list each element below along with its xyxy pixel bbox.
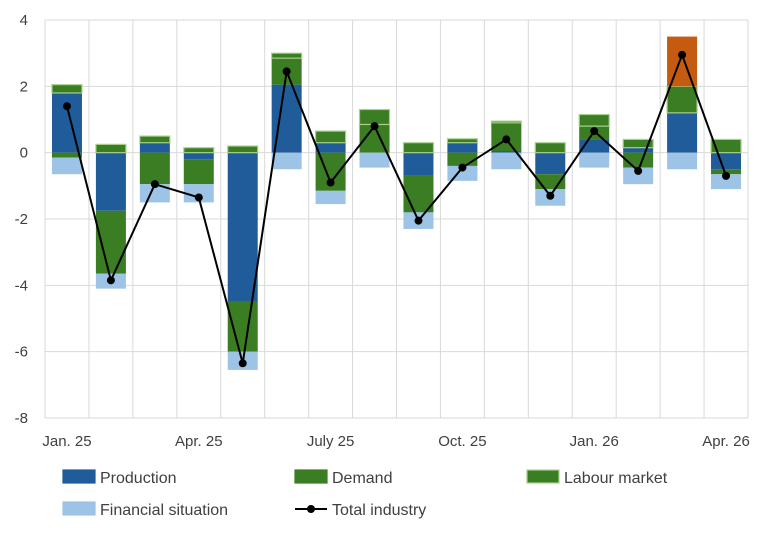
- legend: Production Demand Labour market Financial s…: [62, 469, 668, 519]
- bar-segment: [95, 152, 126, 211]
- total-industry-point: [414, 216, 423, 225]
- bar-segment: [622, 138, 654, 149]
- bar-segment: [139, 152, 170, 185]
- y-tick-label: 2: [20, 78, 28, 95]
- bar-segment: [183, 159, 214, 185]
- x-tick-label: Jan. 26: [570, 433, 619, 450]
- legend-label: Financial situation: [100, 502, 228, 519]
- legend-label: Total industry: [332, 502, 426, 519]
- total-industry-point: [194, 193, 203, 202]
- total-industry-point: [282, 67, 291, 76]
- legend-item: Production: [62, 469, 177, 487]
- bar-segment: [271, 152, 302, 170]
- legend-item: Financial situation: [62, 501, 228, 519]
- bar-segment: [623, 147, 654, 153]
- bar-segment: [51, 157, 82, 175]
- bar-segment: [359, 152, 390, 168]
- legend-item: Labour market: [526, 469, 668, 487]
- legend-swatch: [62, 501, 96, 516]
- total-industry-point: [546, 191, 555, 200]
- bar-segment: [403, 152, 434, 176]
- bar-segment: [578, 113, 610, 127]
- bar-segment: [183, 152, 214, 160]
- bar-segment: [51, 152, 82, 158]
- bar-segment: [139, 184, 170, 203]
- legend-item: Total industry: [295, 502, 426, 519]
- bar-segment: [490, 120, 522, 124]
- bar-segment: [623, 167, 654, 185]
- total-industry-point: [634, 166, 643, 175]
- bar-segment: [139, 135, 171, 144]
- legend-swatch: [526, 469, 560, 484]
- total-industry-point: [150, 180, 159, 189]
- bar-segment: [579, 152, 610, 168]
- total-industry-point: [238, 359, 247, 368]
- x-tick-label: July 25: [307, 433, 355, 450]
- y-tick-label: 0: [20, 145, 28, 162]
- bar-segment: [711, 169, 742, 175]
- bar-segment: [402, 142, 435, 154]
- total-industry-point: [370, 122, 379, 131]
- bar-segment: [710, 138, 742, 154]
- bar-segment: [534, 142, 566, 154]
- x-tick-label: Jan. 25: [42, 433, 91, 450]
- bar-segment: [491, 151, 522, 153]
- legend-label: Labour market: [564, 470, 668, 487]
- bar-segment: [227, 145, 259, 154]
- y-tick-label: -6: [15, 344, 28, 361]
- total-industry-point: [458, 163, 467, 172]
- bar-segment: [95, 143, 127, 154]
- y-tick-label: -8: [15, 410, 28, 427]
- bar-segment: [711, 174, 742, 190]
- bar-segment: [183, 147, 215, 154]
- total-industry-point: [722, 171, 731, 180]
- bar-segment: [667, 112, 698, 153]
- bar-segment: [667, 152, 698, 170]
- bars-layer: [51, 36, 742, 370]
- legend-label: Production: [100, 470, 177, 487]
- total-industry-point: [62, 102, 71, 111]
- legend-item: Demand: [294, 469, 392, 487]
- bar-segment: [667, 36, 698, 87]
- bar-segment: [491, 152, 522, 170]
- bar-segment: [51, 92, 82, 153]
- total-industry-line: [65, 51, 727, 364]
- bar-segment: [535, 152, 566, 175]
- grid-layer: [44, 19, 749, 419]
- x-tick-label: Apr. 26: [702, 433, 750, 450]
- y-tick-label: -4: [15, 277, 28, 294]
- total-industry-point: [678, 50, 687, 59]
- bar-segment: [183, 184, 214, 203]
- bar-segment: [711, 152, 742, 170]
- line-layer: [62, 50, 731, 368]
- y-tick-label: 4: [20, 12, 28, 29]
- x-tick-label: Oct. 25: [438, 433, 486, 450]
- legend-swatch: [62, 469, 96, 484]
- bar-segment: [666, 85, 698, 114]
- bar-segment: [314, 130, 347, 144]
- legend-marker: [307, 505, 315, 513]
- bar-segment: [403, 175, 434, 213]
- bar-segment: [315, 142, 346, 153]
- bar-segment: [315, 190, 346, 205]
- y-tick-label: -2: [15, 211, 28, 228]
- bar-segment: [139, 142, 170, 153]
- x-tick-label: Apr. 25: [175, 433, 223, 450]
- bar-segment: [227, 152, 258, 302]
- total-industry-point: [590, 127, 599, 136]
- legend-swatch: [294, 469, 328, 484]
- total-industry-point: [106, 276, 115, 285]
- total-industry-point: [326, 178, 335, 187]
- total-industry-point: [502, 135, 511, 144]
- bar-segment: [446, 138, 479, 144]
- bar-segment: [271, 52, 303, 59]
- bar-segment: [447, 142, 478, 153]
- legend-label: Demand: [332, 470, 392, 487]
- axis-layer: -8 -6 -4 -2 0 2 4 Jan. 25 Apr. 25 July 25 Oct. 25 J…: [15, 12, 750, 450]
- bar-segment: [51, 84, 83, 94]
